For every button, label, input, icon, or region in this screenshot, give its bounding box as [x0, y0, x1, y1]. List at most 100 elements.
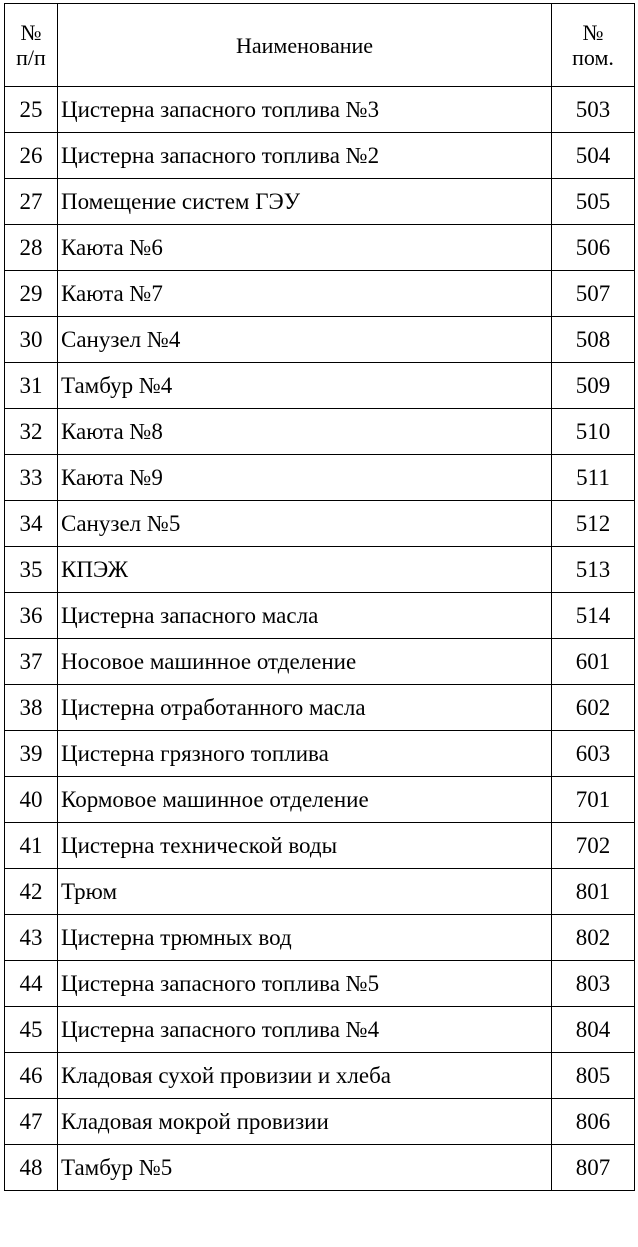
room-number-cell: 702 — [551, 822, 635, 869]
room-name-cell: Цистерна запасного топлива №2 — [57, 132, 552, 179]
room-name-cell: Помещение систем ГЭУ — [57, 178, 552, 225]
table-row: 25 Цистерна запасного топлива №3 503 — [4, 86, 635, 133]
table-row: 41 Цистерна технической воды 702 — [4, 822, 635, 869]
header-room-abbrev: пом. — [572, 45, 614, 70]
table-row: 39 Цистерна грязного топлива 603 — [4, 730, 635, 777]
room-name-cell: Каюта №8 — [57, 408, 552, 455]
room-name-cell: Кормовое машинное отделение — [57, 776, 552, 823]
row-number-cell: 36 — [4, 592, 58, 639]
row-number-cell: 45 — [4, 1006, 58, 1053]
room-name-cell: Цистерна запасного топлива №3 — [57, 86, 552, 133]
room-number-cell: 511 — [551, 454, 635, 501]
row-number-cell: 43 — [4, 914, 58, 961]
room-number-cell: 603 — [551, 730, 635, 777]
row-number-cell: 28 — [4, 224, 58, 271]
room-number-cell: 602 — [551, 684, 635, 731]
room-number-cell: 506 — [551, 224, 635, 271]
table-row: 30 Санузел №4 508 — [4, 316, 635, 363]
row-number-cell: 37 — [4, 638, 58, 685]
row-number-cell: 25 — [4, 86, 58, 133]
room-name-cell: КПЭЖ — [57, 546, 552, 593]
room-number-cell: 505 — [551, 178, 635, 225]
room-name-cell: Каюта №7 — [57, 270, 552, 317]
room-name-cell: Трюм — [57, 868, 552, 915]
table-row: 43 Цистерна трюмных вод 802 — [4, 914, 635, 961]
room-number-cell: 801 — [551, 868, 635, 915]
header-number-symbol: № — [20, 20, 42, 45]
room-number-cell: 512 — [551, 500, 635, 547]
room-name-cell: Носовое машинное отделение — [57, 638, 552, 685]
room-number-cell: 701 — [551, 776, 635, 823]
row-number-cell: 40 — [4, 776, 58, 823]
table-row: 27 Помещение систем ГЭУ 505 — [4, 178, 635, 225]
room-name-cell: Цистерна запасного топлива №5 — [57, 960, 552, 1007]
header-number: № п/п — [4, 3, 58, 87]
table-row: 44 Цистерна запасного топлива №5 803 — [4, 960, 635, 1007]
room-name-cell: Кладовая сухой провизии и хлеба — [57, 1052, 552, 1099]
table-row: 28 Каюта №6 506 — [4, 224, 635, 271]
room-number-cell: 807 — [551, 1144, 635, 1191]
room-name-cell: Цистерна грязного топлива — [57, 730, 552, 777]
room-name-cell: Цистерна запасного масла — [57, 592, 552, 639]
row-number-cell: 39 — [4, 730, 58, 777]
row-number-cell: 35 — [4, 546, 58, 593]
room-number-cell: 802 — [551, 914, 635, 961]
room-number-cell: 508 — [551, 316, 635, 363]
row-number-cell: 41 — [4, 822, 58, 869]
row-number-cell: 42 — [4, 868, 58, 915]
room-number-cell: 504 — [551, 132, 635, 179]
room-name-cell: Каюта №6 — [57, 224, 552, 271]
table-row: 35 КПЭЖ 513 — [4, 546, 635, 593]
row-number-cell: 29 — [4, 270, 58, 317]
header-number-abbrev: п/п — [16, 45, 46, 70]
room-number-cell: 503 — [551, 86, 635, 133]
table-row: 33 Каюта №9 511 — [4, 454, 635, 501]
room-name-cell: Тамбур №5 — [57, 1144, 552, 1191]
table-row: 38 Цистерна отработанного масла 602 — [4, 684, 635, 731]
room-table: № п/п Наименование № пом. 25 Цистерна зап… — [4, 3, 635, 1191]
room-number-cell: 803 — [551, 960, 635, 1007]
table-row: 26 Цистерна запасного топлива №2 504 — [4, 132, 635, 179]
table-row: 37 Носовое машинное отделение 601 — [4, 638, 635, 685]
row-number-cell: 47 — [4, 1098, 58, 1145]
row-number-cell: 33 — [4, 454, 58, 501]
table-row: 34 Санузел №5 512 — [4, 500, 635, 547]
row-number-cell: 48 — [4, 1144, 58, 1191]
room-number-cell: 510 — [551, 408, 635, 455]
room-name-cell: Цистерна технической воды — [57, 822, 552, 869]
row-number-cell: 46 — [4, 1052, 58, 1099]
header-room: № пом. — [551, 3, 635, 87]
header-room-symbol: № — [582, 20, 604, 45]
row-number-cell: 27 — [4, 178, 58, 225]
room-number-cell: 507 — [551, 270, 635, 317]
table-row: 48 Тамбур №5 807 — [4, 1144, 635, 1191]
table-row: 40 Кормовое машинное отделение 701 — [4, 776, 635, 823]
room-name-cell: Тамбур №4 — [57, 362, 552, 409]
table-row: 42 Трюм 801 — [4, 868, 635, 915]
room-number-cell: 806 — [551, 1098, 635, 1145]
room-name-cell: Санузел №5 — [57, 500, 552, 547]
row-number-cell: 30 — [4, 316, 58, 363]
room-number-cell: 805 — [551, 1052, 635, 1099]
room-name-cell: Цистерна трюмных вод — [57, 914, 552, 961]
row-number-cell: 26 — [4, 132, 58, 179]
table-row: 45 Цистерна запасного топлива №4 804 — [4, 1006, 635, 1053]
header-row: № п/п Наименование № пом. — [4, 3, 635, 87]
row-number-cell: 32 — [4, 408, 58, 455]
table-row: 32 Каюта №8 510 — [4, 408, 635, 455]
table-header: № п/п Наименование № пом. — [4, 3, 635, 87]
room-name-cell: Каюта №9 — [57, 454, 552, 501]
table-row: 29 Каюта №7 507 — [4, 270, 635, 317]
table-row: 46 Кладовая сухой провизии и хлеба 805 — [4, 1052, 635, 1099]
room-number-cell: 804 — [551, 1006, 635, 1053]
room-name-cell: Цистерна запасного топлива №4 — [57, 1006, 552, 1053]
room-name-cell: Санузел №4 — [57, 316, 552, 363]
table-row: 31 Тамбур №4 509 — [4, 362, 635, 409]
row-number-cell: 38 — [4, 684, 58, 731]
room-number-cell: 601 — [551, 638, 635, 685]
row-number-cell: 34 — [4, 500, 58, 547]
room-number-cell: 513 — [551, 546, 635, 593]
room-name-cell: Цистерна отработанного масла — [57, 684, 552, 731]
room-number-cell: 509 — [551, 362, 635, 409]
table-row: 47 Кладовая мокрой провизии 806 — [4, 1098, 635, 1145]
